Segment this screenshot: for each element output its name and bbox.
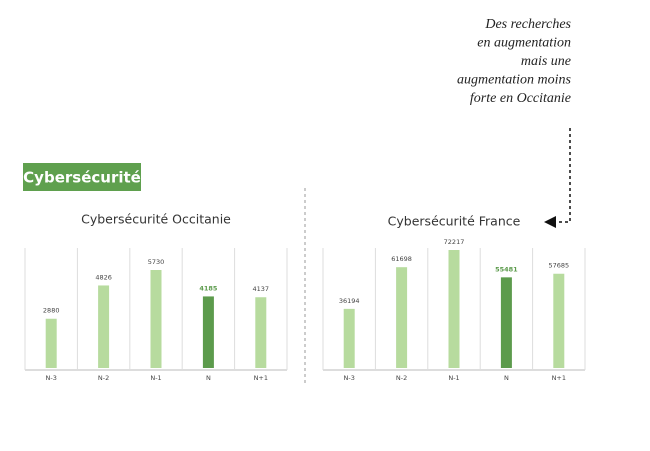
x-tick-label: N+1	[552, 374, 566, 382]
value-label: 5730	[148, 258, 165, 266]
value-label: 2880	[43, 307, 60, 315]
x-tick-label: N-3	[344, 374, 355, 382]
annotation-line: mais une	[521, 54, 571, 69]
annotation-arrow	[544, 128, 571, 228]
chart-title: Cybersécurité Occitanie	[81, 212, 231, 227]
bar	[202, 296, 214, 368]
value-label: 61698	[391, 255, 412, 263]
value-label: 36194	[339, 297, 360, 305]
x-tick-label: N-2	[98, 374, 109, 382]
annotation-line: Des recherches	[484, 17, 571, 32]
chart-title: Cybersécurité France	[388, 214, 521, 229]
bar	[98, 285, 110, 368]
value-label: 4826	[95, 273, 112, 281]
bar	[45, 318, 57, 368]
x-tick-label: N	[206, 374, 211, 382]
annotation-line: augmentation moins	[457, 73, 571, 88]
x-tick-label: N-1	[448, 374, 459, 382]
value-label: 4137	[253, 285, 270, 293]
bar	[255, 297, 267, 368]
bar	[500, 277, 512, 368]
annotation: Des recherches en augmentation mais une aug…	[457, 17, 571, 106]
bar	[396, 267, 408, 368]
annotation-line: forte en Occitanie	[470, 91, 571, 106]
bar	[448, 250, 460, 368]
x-tick-label: N	[504, 374, 509, 382]
value-label: 57685	[548, 262, 569, 270]
section-label: Cybersécurité	[23, 169, 141, 187]
bar	[343, 308, 355, 368]
x-tick-label: N+1	[254, 374, 268, 382]
x-tick-label: N-3	[46, 374, 57, 382]
x-tick-label: N-2	[396, 374, 407, 382]
x-tick-label: N-1	[150, 374, 161, 382]
section-label-box	[23, 163, 141, 191]
value-label: 72217	[444, 238, 465, 246]
bar	[553, 273, 565, 368]
annotation-line: en augmentation	[477, 36, 571, 51]
bar	[150, 270, 162, 368]
value-label: 4185	[199, 284, 218, 292]
value-label: 55481	[495, 265, 518, 273]
